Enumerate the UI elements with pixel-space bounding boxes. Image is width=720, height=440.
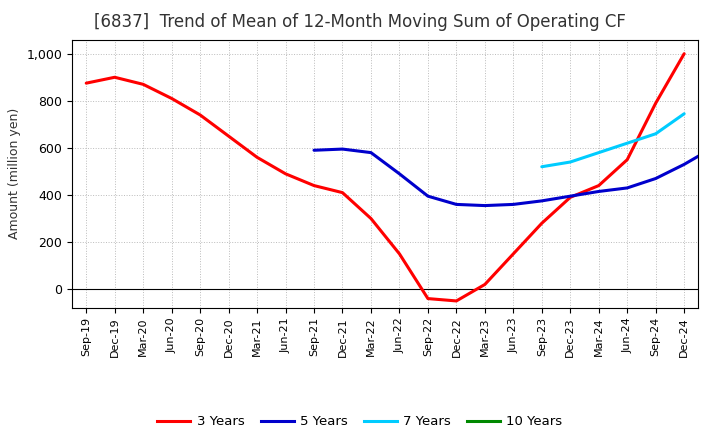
3 Years bbox=[282, 171, 290, 176]
5 Years bbox=[366, 150, 375, 155]
3 Years bbox=[110, 75, 119, 80]
Line: 5 Years: 5 Years bbox=[314, 134, 720, 205]
7 Years bbox=[537, 164, 546, 169]
3 Years bbox=[652, 100, 660, 106]
Legend: 3 Years, 5 Years, 7 Years, 10 Years: 3 Years, 5 Years, 7 Years, 10 Years bbox=[152, 410, 568, 433]
5 Years bbox=[452, 202, 461, 207]
5 Years bbox=[537, 198, 546, 204]
3 Years bbox=[253, 155, 261, 160]
3 Years bbox=[225, 133, 233, 139]
3 Years bbox=[310, 183, 318, 188]
3 Years bbox=[595, 183, 603, 188]
5 Years bbox=[680, 162, 688, 167]
5 Years bbox=[310, 147, 318, 153]
7 Years bbox=[623, 140, 631, 146]
5 Years bbox=[480, 203, 489, 208]
5 Years bbox=[509, 202, 518, 207]
3 Years bbox=[537, 220, 546, 226]
3 Years bbox=[82, 81, 91, 86]
3 Years bbox=[623, 157, 631, 162]
5 Years bbox=[395, 171, 404, 176]
3 Years bbox=[139, 82, 148, 87]
Line: 3 Years: 3 Years bbox=[86, 54, 684, 301]
3 Years bbox=[509, 251, 518, 257]
5 Years bbox=[338, 147, 347, 152]
7 Years bbox=[680, 111, 688, 117]
3 Years bbox=[566, 195, 575, 200]
3 Years bbox=[366, 216, 375, 221]
5 Years bbox=[652, 176, 660, 181]
Line: 7 Years: 7 Years bbox=[541, 114, 684, 167]
3 Years bbox=[196, 112, 204, 117]
Text: [6837]  Trend of Mean of 12-Month Moving Sum of Operating CF: [6837] Trend of Mean of 12-Month Moving … bbox=[94, 13, 626, 31]
5 Years bbox=[708, 145, 717, 150]
7 Years bbox=[652, 131, 660, 136]
3 Years bbox=[338, 190, 347, 195]
3 Years bbox=[480, 282, 489, 287]
3 Years bbox=[452, 298, 461, 304]
Y-axis label: Amount (million yen): Amount (million yen) bbox=[8, 108, 21, 239]
5 Years bbox=[566, 194, 575, 199]
3 Years bbox=[423, 296, 432, 301]
5 Years bbox=[423, 194, 432, 199]
5 Years bbox=[623, 185, 631, 191]
3 Years bbox=[395, 251, 404, 257]
3 Years bbox=[680, 51, 688, 56]
5 Years bbox=[595, 189, 603, 194]
7 Years bbox=[595, 150, 603, 155]
7 Years bbox=[566, 159, 575, 165]
3 Years bbox=[167, 96, 176, 101]
